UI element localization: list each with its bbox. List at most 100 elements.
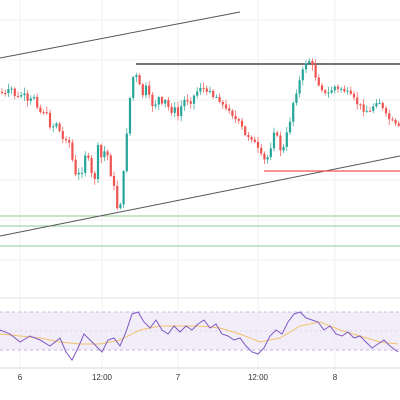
candle-body [314, 65, 317, 78]
candle-body [247, 134, 250, 138]
candle-body [39, 107, 42, 113]
candle-body [381, 103, 384, 109]
x-tick-label: 12:00 [248, 373, 269, 382]
candle-body [330, 90, 333, 93]
candle-body [234, 115, 237, 120]
candle-body [333, 86, 336, 91]
candle-body [122, 171, 125, 205]
candle-body [119, 204, 122, 209]
candle-body [16, 95, 20, 97]
candle-body [224, 104, 228, 109]
candle-body [308, 61, 311, 64]
candle-body [391, 119, 394, 121]
candle-body [244, 126, 247, 135]
candle-body [84, 155, 87, 173]
candle-body [77, 172, 80, 175]
candle-body [218, 96, 221, 102]
candle-body [138, 75, 141, 85]
upper-trendline [0, 11, 241, 59]
candle-body [394, 119, 397, 124]
candle-body [20, 95, 23, 97]
candle-body [132, 77, 135, 98]
rsi-line [0, 311, 399, 361]
x-tick-label: 12:00 [92, 373, 113, 382]
candle-body [109, 155, 112, 176]
candle-body [100, 145, 103, 158]
candle-body [151, 94, 154, 107]
candle-body [260, 147, 263, 154]
candle-body [167, 100, 170, 107]
candle-body [311, 61, 314, 66]
candle-body [32, 97, 36, 99]
candle-body [340, 88, 343, 90]
candle-body [327, 92, 330, 94]
candle-body [141, 84, 144, 96]
candle-body [317, 77, 320, 86]
candle-body [0, 92, 4, 93]
candle-body [301, 69, 304, 81]
candle-body [74, 159, 77, 175]
candle-body [320, 85, 324, 91]
candle-body [64, 138, 68, 141]
candle-body [269, 148, 272, 158]
candle-body [103, 151, 106, 158]
candle-body [58, 123, 61, 132]
candle-body [231, 110, 234, 116]
candle-body [295, 93, 298, 103]
candle-body [68, 140, 71, 143]
candle-body [48, 112, 52, 128]
candle-body [93, 173, 96, 180]
candle-body [208, 90, 212, 92]
candle-body [154, 104, 157, 107]
candle-body [336, 86, 340, 89]
candles [0, 58, 400, 211]
candle-body [71, 142, 74, 160]
candle-body [228, 108, 231, 111]
candle-body [55, 123, 58, 127]
candle-body [173, 107, 176, 113]
candle-body [388, 113, 391, 120]
candle-body [87, 155, 90, 158]
grid [0, 0, 400, 370]
candle-body [205, 88, 208, 92]
candle-body [61, 131, 64, 139]
candle-body [45, 112, 48, 114]
candle-body [285, 132, 288, 147]
candle-body [112, 175, 116, 186]
candle-body [349, 90, 352, 94]
candle-body [189, 101, 192, 104]
candle-body [324, 90, 327, 93]
candle-body [372, 106, 375, 111]
candle-body [148, 85, 151, 95]
candle-body [215, 96, 218, 98]
candle-body [144, 85, 148, 96]
candle-body [176, 107, 180, 116]
candle-body [180, 106, 183, 116]
candle-body [36, 97, 39, 108]
candle-body [202, 87, 205, 89]
candle-body [397, 123, 400, 126]
x-axis: 6 12:00 7 12:00 8 [18, 373, 338, 382]
candle-body [221, 101, 224, 105]
candle-body [125, 133, 128, 172]
candle-body [272, 132, 276, 149]
candle-body [26, 93, 29, 101]
candle-body [183, 99, 186, 107]
candle-body [135, 75, 138, 78]
candle-body [384, 108, 388, 114]
candle-body [288, 121, 292, 133]
candle-body [164, 100, 167, 104]
rsi-signal-line [0, 321, 399, 345]
candle-body [352, 93, 356, 98]
candle-body [199, 87, 202, 92]
candle-body [240, 120, 244, 127]
candle-body [375, 103, 378, 107]
candle-body [359, 104, 362, 106]
candle-body [212, 90, 215, 98]
candle-body [250, 137, 253, 140]
candle-body [365, 110, 368, 112]
candle-body [106, 151, 109, 156]
candle-body [116, 185, 119, 209]
candle-body [292, 102, 295, 122]
